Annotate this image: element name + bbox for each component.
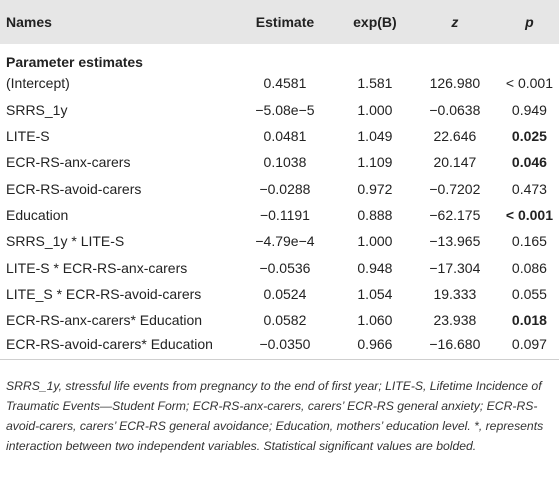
row-z: −13.965 [429,233,481,250]
row-p: 0.949 [511,101,547,118]
row-estimate: −0.0536 [259,259,311,276]
row-estimate: 0.0582 [263,312,307,329]
row-expb: 0.966 [339,333,410,361]
row-expb: 1.000 [357,101,393,118]
header-z: z [451,14,459,30]
table-row: (Intercept) 0.4581 1.581 126.980 < 0.001 [0,70,559,96]
row-estimate: 0.0524 [263,285,307,302]
table-header-row: Names Estimate exp(B) z p [0,0,559,44]
table-row: SRRS_1y −5.08e−5 1.000 −0.0638 0.949 [0,97,559,123]
row-z: −17.304 [429,259,481,276]
row-p: 0.473 [511,180,547,197]
row-expb: 1.581 [357,75,393,92]
table-row: Education −0.1191 0.888 −62.175 < 0.001 [0,202,559,228]
header-names: Names [6,14,52,30]
row-p: 0.086 [511,259,547,276]
row-z: 22.646 [433,128,477,145]
row-estimate: −5.08e−5 [255,101,315,118]
table-row: ECR-RS-avoid-carers* Education −0.0350 0.9… [0,333,559,361]
table-row: ECR-RS-anx-carers* Education 0.0582 1.060 2… [0,307,559,333]
row-expb: 1.000 [357,233,393,250]
table-row: LITE-S * ECR-RS-anx-carers −0.0536 0.948 −1… [0,254,559,280]
row-expb: 1.109 [357,154,393,171]
row-name: SRRS_1y * LITE-S [6,233,125,250]
row-estimate: −0.0288 [259,180,311,197]
row-name: ECR-RS-avoid-carers* Education [0,333,230,361]
row-expb: 0.948 [357,259,393,276]
row-z: 126.980 [429,75,481,92]
row-estimate: −4.79e−4 [255,233,315,250]
header-p: p [525,14,534,30]
row-expb: 0.888 [357,206,393,223]
row-expb: 1.049 [357,128,393,145]
table-footnote: SRRS_1y, stressful life events from preg… [6,379,544,453]
row-estimate: −0.0350 [229,333,340,361]
parameter-estimates-table: Names Estimate exp(B) z p Parameter esti… [0,0,559,361]
row-estimate: −0.1191 [259,206,310,223]
row-name: Education [6,206,69,223]
row-name: LITE_S * ECR-RS-avoid-carers [6,285,202,302]
table-row: ECR-RS-avoid-carers −0.0288 0.972 −0.7202 0.… [0,175,559,201]
row-p: < 0.001 [505,75,553,92]
row-name: LITE-S [6,128,50,145]
row-expb: 1.054 [357,285,393,302]
row-estimate: 0.4581 [263,75,307,92]
row-z: 23.938 [433,312,477,329]
table-row: LITE_S * ECR-RS-avoid-carers 0.0524 1.054 1… [0,281,559,307]
header-estimate: Estimate [255,14,315,30]
table-row: LITE-S 0.0481 1.049 22.646 0.025 [0,123,559,149]
header-expb: exp(B) [353,14,397,30]
row-name: ECR-RS-anx-carers [6,154,131,171]
row-p: 0.097 [499,333,559,361]
row-z: −16.680 [409,333,500,361]
row-p: 0.018 [511,312,547,329]
row-z: −62.175 [429,206,481,223]
row-p: 0.025 [511,128,547,145]
row-name: ECR-RS-avoid-carers [6,180,142,197]
row-name: LITE-S * ECR-RS-anx-carers [6,259,188,276]
table-row: ECR-RS-anx-carers 0.1038 1.109 20.147 0.046 [0,149,559,175]
row-p: 0.055 [511,285,547,302]
row-p: < 0.001 [505,206,553,223]
row-estimate: 0.0481 [263,128,307,145]
row-p: 0.046 [511,154,547,171]
row-expb: 0.972 [357,180,393,197]
row-expb: 1.060 [357,312,393,329]
row-z: 19.333 [433,285,477,302]
row-z: −0.7202 [429,180,481,197]
section-label: Parameter estimates [6,54,143,71]
row-p: 0.165 [511,233,547,250]
row-z: 20.147 [433,154,477,171]
row-z: −0.0638 [429,101,481,118]
table-row: SRRS_1y * LITE-S −4.79e−4 1.000 −13.965 0.16… [0,228,559,254]
row-estimate: 0.1038 [263,154,307,171]
section-row: Parameter estimates [0,44,559,70]
row-name: SRRS_1y [6,101,68,118]
row-name: (Intercept) [6,75,70,92]
row-name: ECR-RS-anx-carers* Education [6,312,203,329]
